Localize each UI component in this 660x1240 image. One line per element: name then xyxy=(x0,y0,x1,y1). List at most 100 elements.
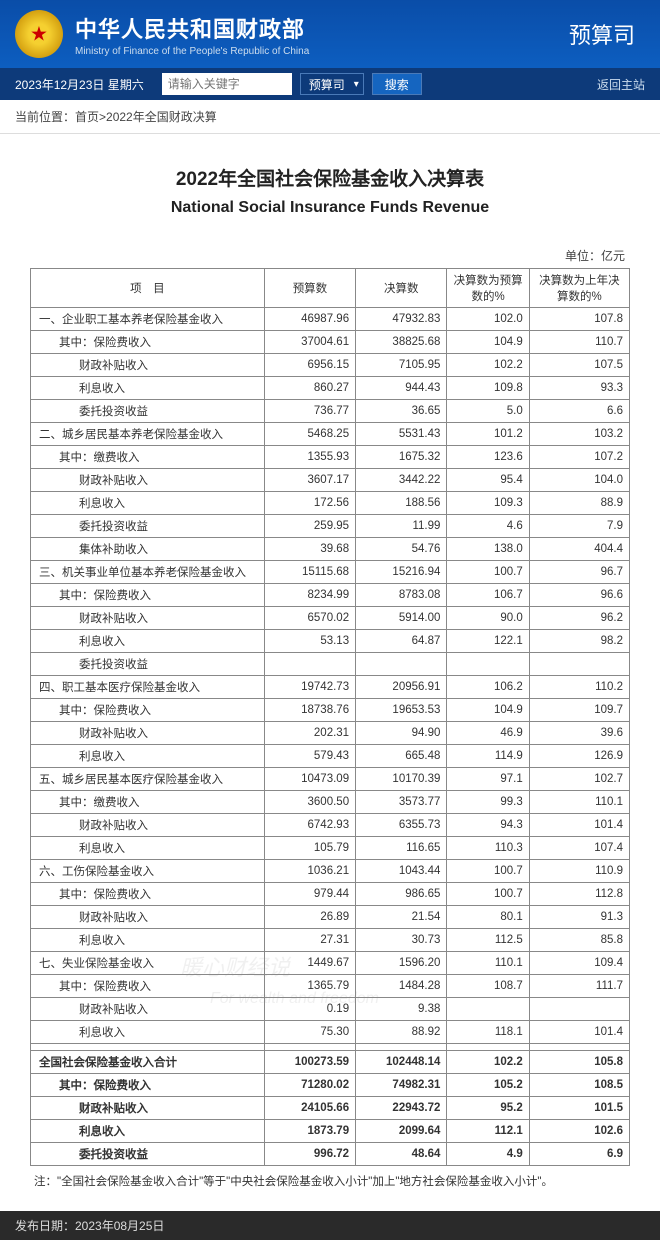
row-value: 30.73 xyxy=(356,929,447,952)
row-value: 138.0 xyxy=(447,538,529,561)
row-label: 五、城乡居民基本医疗保险基金收入 xyxy=(31,768,265,791)
table-row: 财政补贴收入6742.936355.7394.3101.4 xyxy=(31,814,630,837)
row-value: 202.31 xyxy=(264,722,355,745)
row-value: 1449.67 xyxy=(264,952,355,975)
row-value: 106.7 xyxy=(447,584,529,607)
row-value: 6956.15 xyxy=(264,354,355,377)
row-value: 114.9 xyxy=(447,745,529,768)
table-row: 其中：保险费收入18738.7619653.53104.9109.7 xyxy=(31,699,630,722)
col-header-item: 项 目 xyxy=(31,269,265,308)
row-label: 其中：保险费收入 xyxy=(31,584,265,607)
row-label: 全国社会保险基金收入合计 xyxy=(31,1051,265,1074)
table-row: 全国社会保险基金收入合计100273.59102448.14102.2105.8 xyxy=(31,1051,630,1074)
search-input[interactable] xyxy=(162,73,292,95)
col-header-pct-budget: 决算数为预算数的% xyxy=(447,269,529,308)
row-value: 11.99 xyxy=(356,515,447,538)
row-label: 财政补贴收入 xyxy=(31,906,265,929)
row-value: 19653.53 xyxy=(356,699,447,722)
home-link[interactable]: 返回主站 xyxy=(597,76,645,93)
site-header: 中华人民共和国财政部 Ministry of Finance of the Pe… xyxy=(0,0,660,68)
row-label: 四、职工基本医疗保险基金收入 xyxy=(31,676,265,699)
row-label: 其中：保险费收入 xyxy=(31,1074,265,1097)
row-label: 利息收入 xyxy=(31,837,265,860)
row-value: 1873.79 xyxy=(264,1120,355,1143)
row-value: 80.1 xyxy=(447,906,529,929)
row-label xyxy=(31,1044,265,1051)
table-header-row: 项 目 预算数 决算数 决算数为预算数的% 决算数为上年决算数的% xyxy=(31,269,630,308)
table-row: 财政补贴收入6956.157105.95102.2107.5 xyxy=(31,354,630,377)
breadcrumb-path[interactable]: 首页>2022年全国财政决算 xyxy=(75,110,217,124)
row-label: 其中：保险费收入 xyxy=(31,975,265,998)
row-label: 三、机关事业单位基本养老保险基金收入 xyxy=(31,561,265,584)
row-value: 112.5 xyxy=(447,929,529,952)
row-value: 579.43 xyxy=(264,745,355,768)
row-value: 109.8 xyxy=(447,377,529,400)
row-label: 财政补贴收入 xyxy=(31,998,265,1021)
row-value: 944.43 xyxy=(356,377,447,400)
row-value: 100273.59 xyxy=(264,1051,355,1074)
row-value: 122.1 xyxy=(447,630,529,653)
row-value: 116.65 xyxy=(356,837,447,860)
table-row: 七、失业保险基金收入1449.671596.20110.1109.4 xyxy=(31,952,630,975)
row-value: 75.30 xyxy=(264,1021,355,1044)
table-row: 集体补助收入39.6854.76138.0404.4 xyxy=(31,538,630,561)
row-label: 财政补贴收入 xyxy=(31,607,265,630)
search-button[interactable]: 搜索 xyxy=(372,73,422,95)
row-value: 665.48 xyxy=(356,745,447,768)
table-row: 财政补贴收入6570.025914.0090.096.2 xyxy=(31,607,630,630)
row-value: 100.7 xyxy=(447,883,529,906)
row-value: 85.8 xyxy=(529,929,629,952)
row-value: 3442.22 xyxy=(356,469,447,492)
row-label: 财政补贴收入 xyxy=(31,1097,265,1120)
table-row: 四、职工基本医疗保险基金收入19742.7320956.91106.2110.2 xyxy=(31,676,630,699)
row-value: 110.7 xyxy=(529,331,629,354)
col-header-budget: 预算数 xyxy=(264,269,355,308)
row-value: 48.64 xyxy=(356,1143,447,1166)
row-label: 二、城乡居民基本养老保险基金收入 xyxy=(31,423,265,446)
current-date-label: 2023年12月23日 星期六 xyxy=(15,76,144,93)
row-value: 7.9 xyxy=(529,515,629,538)
row-label: 财政补贴收入 xyxy=(31,814,265,837)
row-value: 96.6 xyxy=(529,584,629,607)
row-value: 100.7 xyxy=(447,561,529,584)
row-value: 53.13 xyxy=(264,630,355,653)
row-value: 110.2 xyxy=(529,676,629,699)
row-value: 860.27 xyxy=(264,377,355,400)
row-value: 20956.91 xyxy=(356,676,447,699)
row-value: 118.1 xyxy=(447,1021,529,1044)
row-value: 94.3 xyxy=(447,814,529,837)
table-row: 其中：保险费收入71280.0274982.31105.2108.5 xyxy=(31,1074,630,1097)
row-value: 3573.77 xyxy=(356,791,447,814)
row-value: 9.38 xyxy=(356,998,447,1021)
row-value: 6.6 xyxy=(529,400,629,423)
row-value: 188.56 xyxy=(356,492,447,515)
row-value: 46987.96 xyxy=(264,308,355,331)
row-label: 其中：保险费收入 xyxy=(31,883,265,906)
row-value: 1043.44 xyxy=(356,860,447,883)
row-value xyxy=(447,653,529,676)
row-value: 5531.43 xyxy=(356,423,447,446)
table-row: 委托投资收益259.9511.994.67.9 xyxy=(31,515,630,538)
row-value: 5914.00 xyxy=(356,607,447,630)
row-value: 110.1 xyxy=(529,791,629,814)
row-value: 259.95 xyxy=(264,515,355,538)
row-value: 24105.66 xyxy=(264,1097,355,1120)
table-row: 财政补贴收入202.3194.9046.939.6 xyxy=(31,722,630,745)
row-label: 财政补贴收入 xyxy=(31,354,265,377)
row-value: 64.87 xyxy=(356,630,447,653)
row-label: 其中：保险费收入 xyxy=(31,331,265,354)
row-label: 集体补助收入 xyxy=(31,538,265,561)
department-select[interactable]: 预算司 xyxy=(300,73,364,95)
table-row: 财政补贴收入26.8921.5480.191.3 xyxy=(31,906,630,929)
table-row: 委托投资收益996.7248.644.96.9 xyxy=(31,1143,630,1166)
row-value: 112.1 xyxy=(447,1120,529,1143)
row-label: 七、失业保险基金收入 xyxy=(31,952,265,975)
row-value: 26.89 xyxy=(264,906,355,929)
row-value: 3607.17 xyxy=(264,469,355,492)
row-value xyxy=(356,653,447,676)
row-value: 37004.61 xyxy=(264,331,355,354)
col-header-pct-prev: 决算数为上年决算数的% xyxy=(529,269,629,308)
row-value: 1355.93 xyxy=(264,446,355,469)
row-label: 委托投资收益 xyxy=(31,653,265,676)
row-value: 5468.25 xyxy=(264,423,355,446)
